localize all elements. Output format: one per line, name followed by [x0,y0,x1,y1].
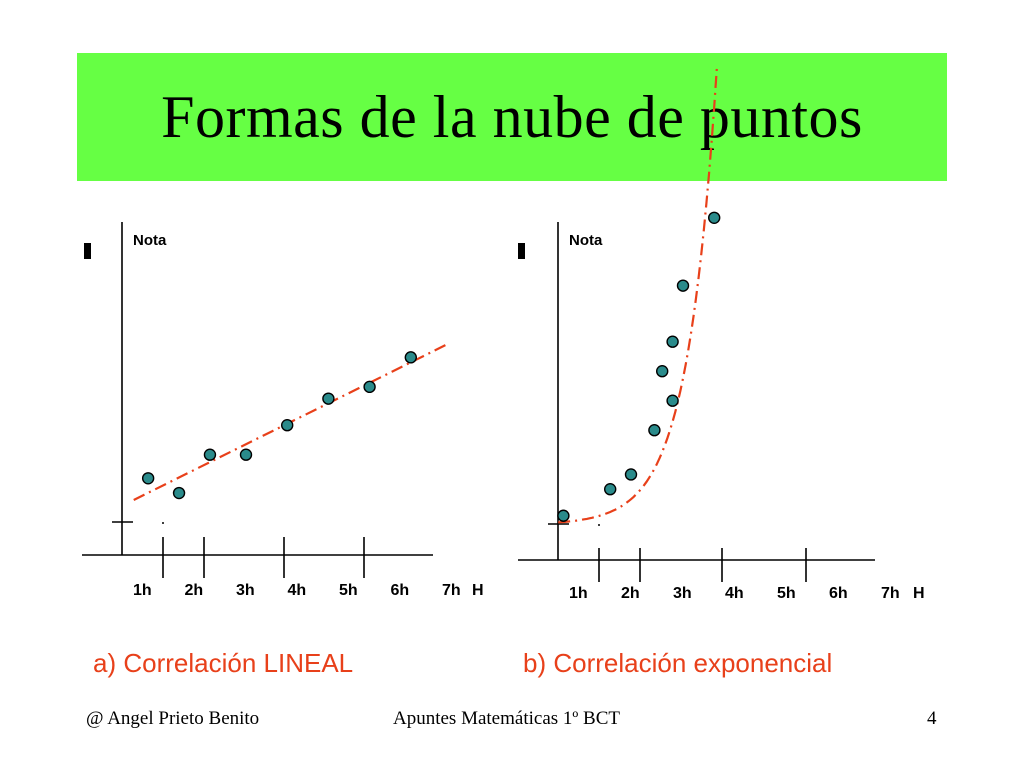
data-point [708,211,721,225]
x-tick-label: 6h [391,582,410,599]
data-point [404,351,417,364]
trend-line [558,68,718,524]
data-point [656,365,669,378]
data-point [624,468,638,481]
x-axis-label: H [472,582,484,599]
data-point [666,335,679,348]
x-tick-label: 1h [569,585,588,602]
axis-dot [598,524,600,526]
data-point [239,448,253,461]
x-tick-label: 2h [621,585,640,602]
y-axis-marker [84,243,91,259]
y-axis-marker [518,243,525,259]
x-tick-label: 4h [725,585,744,602]
x-tick-label: 7h [442,582,461,599]
x-tick-label: 6h [829,585,848,602]
data-point [141,472,155,485]
x-tick-label: 5h [777,585,796,602]
title-banner: Formas de la nube de puntos [77,53,947,181]
footer-author: @ Angel Prieto Benito [86,708,260,729]
data-point [322,392,335,405]
footer-course: Apuntes Matemáticas 1º BCT [393,708,620,729]
data-point [172,486,186,500]
caption-linear: a) Correlación LINEAL [93,648,354,678]
x-tick-label: 5h [339,582,358,599]
slide-title: Formas de la nube de puntos [161,83,863,150]
x-tick-label: 7h [881,585,900,602]
data-point [666,394,679,407]
x-tick-label: 4h [288,582,307,599]
data-point [557,509,570,522]
y-axis-label: Nota [569,232,603,249]
x-tick-label: 3h [236,582,255,599]
axis-dot [162,522,164,524]
data-point [281,419,294,432]
x-tick-label: 2h [185,582,204,599]
caption-exponential: b) Correlación exponencial [523,648,833,678]
data-point [203,448,217,461]
data-point [363,380,376,394]
x-tick-label: 1h [133,582,152,599]
x-axis-label: H [913,585,925,602]
data-point [676,279,690,292]
footer-page-number: 4 [927,708,937,729]
y-axis-label: Nota [133,232,167,249]
data-point [648,424,661,437]
data-point [604,483,617,496]
x-tick-label: 3h [673,585,692,602]
